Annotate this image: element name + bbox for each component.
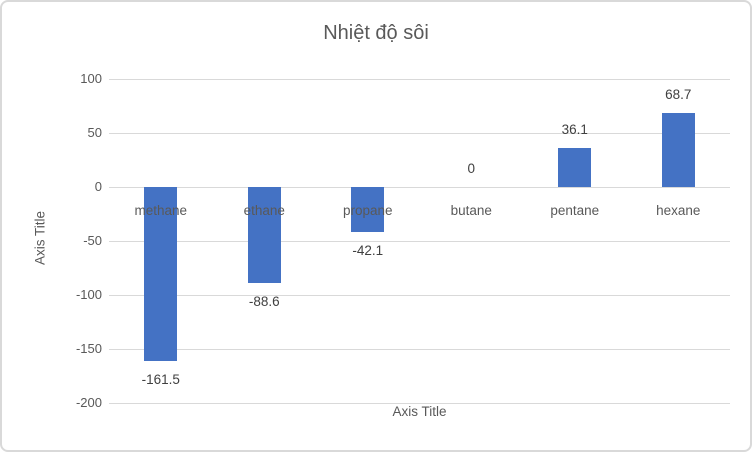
x-axis-title: Axis Title [392,404,447,419]
data-label: 0 [467,161,475,176]
data-label: 36.1 [561,122,588,137]
bar [144,187,178,362]
y-tick-label: 0 [94,179,102,194]
data-label: 68.7 [665,86,692,102]
bar [661,112,695,187]
y-tick-label: 50 [87,125,102,140]
y-tick-label: -150 [75,341,102,356]
bar [247,187,281,283]
y-tick-label: -200 [75,395,102,410]
y-tick-label: 100 [80,71,102,86]
data-label: -161.5 [141,372,180,388]
gridline [109,295,730,296]
data-label: -88.6 [248,293,280,309]
y-tick-label: -100 [75,287,102,302]
gridline [109,349,730,350]
bar [558,148,592,187]
data-label: -42.1 [352,243,384,259]
gridline [109,133,730,134]
gridline [109,187,730,188]
y-tick-label: -50 [83,233,102,248]
gridline [109,79,730,80]
category-label: methane [134,203,188,218]
gridline [109,403,730,404]
category-label: pentane [550,203,600,218]
bar [351,187,385,233]
category-label: butane [450,203,492,218]
chart-title: Nhiệt độ sôi [323,22,429,44]
gridline [109,241,730,242]
category-label: propane [342,203,393,218]
category-label: hexane [656,203,701,218]
category-label: ethane [243,203,285,218]
